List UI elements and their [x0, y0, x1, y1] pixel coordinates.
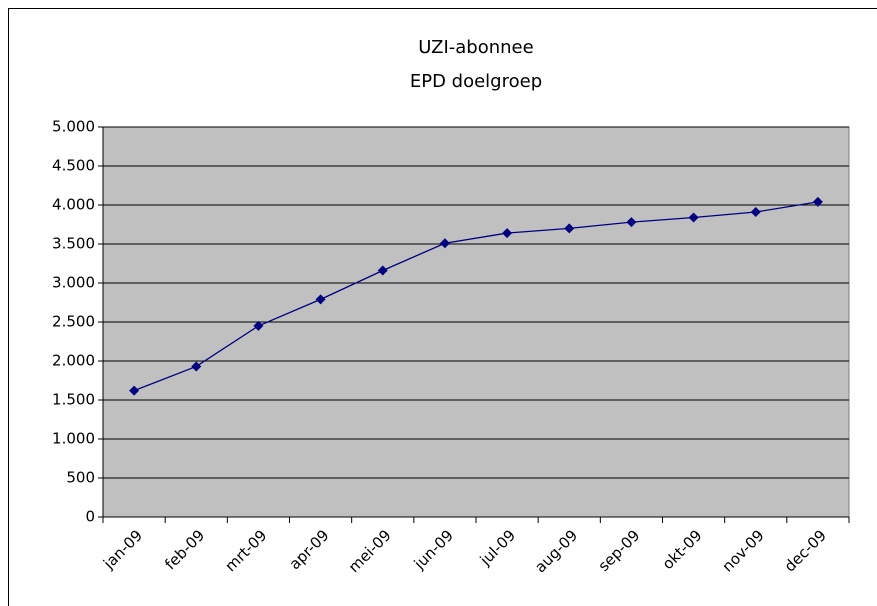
y-tick-label: 4.000: [52, 196, 95, 214]
y-tick-label: 1.000: [52, 430, 95, 448]
y-tick-label: 2.000: [52, 352, 95, 370]
y-tick-label: 3.500: [52, 235, 95, 253]
data-point: [812, 196, 823, 207]
data-point: [688, 212, 699, 223]
data-point: [129, 385, 140, 396]
data-point: [377, 265, 388, 276]
data-point: [626, 217, 637, 228]
y-tick-label: 0: [85, 508, 95, 526]
y-tick-label: 2.500: [52, 313, 95, 331]
chart-title: UZI-abonnee: [418, 37, 533, 58]
data-point: [191, 361, 202, 372]
data-point: [439, 238, 450, 249]
line-series: [133, 201, 819, 392]
data-point: [502, 228, 513, 239]
data-point: [315, 294, 326, 305]
data-point: [253, 320, 264, 331]
chart-subtitle: EPD doelgroep: [410, 71, 542, 92]
data-point: [564, 223, 575, 234]
data-point: [750, 207, 761, 218]
y-tick-label: 500: [66, 469, 95, 487]
y-tick-label: 5.000: [52, 118, 95, 136]
y-tick-label: 1.500: [52, 391, 95, 409]
y-tick-label: 4.500: [52, 157, 95, 175]
y-tick-label: 3.000: [52, 274, 95, 292]
